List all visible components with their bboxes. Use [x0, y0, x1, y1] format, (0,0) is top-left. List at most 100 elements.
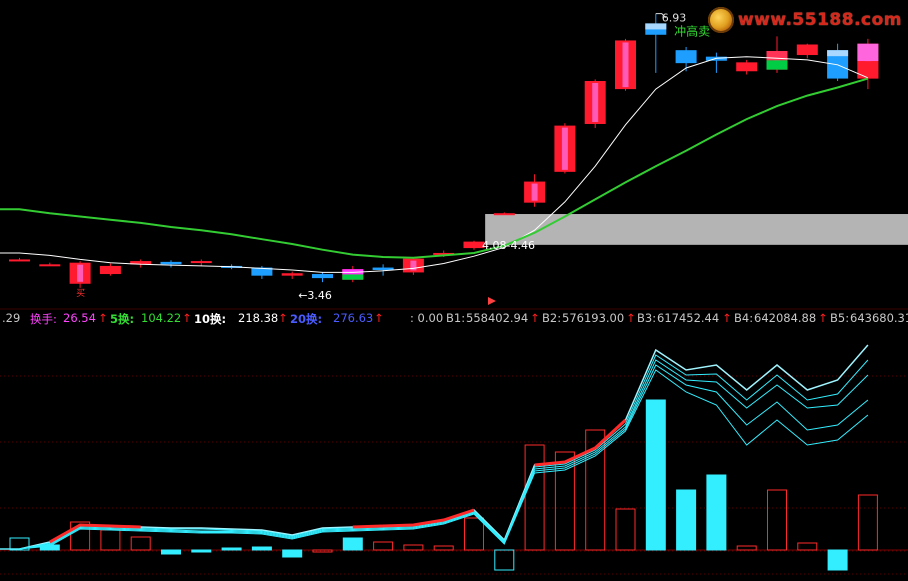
turnover-bars-layer: [9, 399, 878, 571]
left-value: .29: [2, 311, 21, 325]
candle-highlight: [622, 42, 629, 88]
turnover-bar: [161, 549, 181, 555]
candle: [493, 212, 515, 216]
candle: [584, 79, 606, 129]
candle: [615, 38, 636, 91]
turnover-bar: [585, 429, 606, 551]
candle: [402, 257, 424, 275]
turnover-bar: [312, 549, 333, 553]
turnover-bar: [191, 549, 212, 553]
candle: [675, 46, 697, 72]
b5-label: B5:: [830, 311, 850, 325]
watermark-text: www.55188.com: [737, 10, 902, 30]
candle-body: [281, 273, 303, 276]
candle: [312, 272, 333, 283]
red-up-arrow-icon: ↑: [278, 311, 288, 325]
candle-lower-half: [857, 61, 879, 79]
candle-body: [130, 261, 152, 265]
candle-body: [39, 264, 61, 267]
band-range-label: 4.08-4.46: [482, 239, 535, 252]
zero-value: : 0.00: [410, 311, 444, 325]
candle-body: [99, 265, 121, 275]
red-up-arrow-icon: ↑: [182, 311, 192, 325]
turnover-bar: [554, 451, 575, 551]
turnover-bar: [251, 546, 272, 551]
b2-label: B2:: [542, 311, 562, 325]
signal-label: 冲高卖: [674, 24, 710, 39]
candle-body: [493, 213, 515, 216]
turnover-bar: [736, 545, 757, 551]
candle-upper-half: [857, 43, 879, 62]
watermark: www.55188.com: [708, 6, 902, 34]
turnover-bar: [797, 542, 818, 551]
turnover-bar: [403, 544, 424, 551]
turnover-bar: [706, 474, 727, 551]
candle-cap: [645, 23, 667, 30]
price-labels: 6.93 冲高卖 4.08-4.46 ←3.46 买: [76, 12, 710, 302]
candle: [130, 259, 152, 268]
red-up-arrow-icon: ↑: [374, 311, 384, 325]
turnover-line-highlight: [534, 418, 627, 467]
candle-body: [463, 241, 485, 249]
candle-highlight: [561, 127, 568, 170]
candle-body: [160, 261, 182, 265]
candle: [69, 261, 91, 288]
candle-body: [736, 62, 758, 72]
turnover-value: 26.54: [63, 311, 96, 325]
b2-value: 576193.00: [562, 311, 625, 325]
turnover-label: 换手:: [30, 312, 57, 326]
turnover-lines-layer: [0, 344, 869, 550]
turnover-line: [0, 369, 869, 550]
turnover-bar: [767, 489, 787, 551]
turnover-bar: [433, 545, 454, 551]
b3-value: 617452.44: [657, 311, 720, 325]
t20-value: 276.63: [333, 311, 374, 325]
t10-value: 218.38: [238, 311, 279, 325]
indicator-status-bar: .29 换手: 26.54 ↑ 5换: 104.22 ↑ 10换: 218.38…: [0, 310, 908, 327]
turnover-line: [0, 359, 869, 550]
turnover-bar: [373, 541, 394, 551]
b1-label: B1:: [446, 311, 466, 325]
candle-upper-half: [342, 269, 364, 275]
red-up-arrow-icon: ↑: [98, 311, 108, 325]
turnover-bar: [221, 547, 242, 551]
candle: [736, 59, 758, 75]
candles-layer: [9, 13, 879, 288]
turnover-bar: [70, 521, 91, 551]
candle: [281, 271, 303, 279]
red-up-arrow-icon: ↑: [530, 311, 540, 325]
candle-body: [251, 267, 273, 276]
b5-value: 643680.31: [850, 311, 908, 325]
red-up-arrow-icon: ↑: [818, 311, 828, 325]
candle: [99, 263, 121, 276]
high-pointer: [655, 13, 667, 19]
high-price-label: 6.93: [662, 12, 687, 25]
b3-label: B3:: [637, 311, 657, 325]
turnover-bar: [676, 489, 697, 551]
low-price-label: ←3.46: [298, 289, 332, 302]
candle-highlight: [531, 183, 538, 201]
candle: [190, 259, 212, 266]
candle: [160, 260, 182, 268]
candle: [372, 264, 394, 276]
turnover-line-highlight: [49, 523, 141, 544]
candle-upper-half: [766, 50, 788, 61]
candle: [554, 123, 576, 174]
candle: [524, 174, 546, 207]
candle-body: [312, 274, 333, 279]
turnover-bar: [645, 399, 666, 551]
candle-highlight: [410, 260, 417, 271]
turnover-bar: [827, 549, 848, 571]
price-band-rect: [485, 214, 908, 245]
candle-body: [190, 261, 212, 264]
buy-signal-label: 买: [76, 288, 85, 299]
price-band: [485, 214, 908, 245]
candle-highlight: [77, 264, 84, 282]
candle-body: [9, 259, 30, 262]
t5-label: 5换:: [110, 312, 135, 326]
t5-value: 104.22: [141, 311, 182, 325]
turnover-line-highlight: [352, 508, 475, 529]
t10-label: 10换:: [194, 312, 227, 326]
